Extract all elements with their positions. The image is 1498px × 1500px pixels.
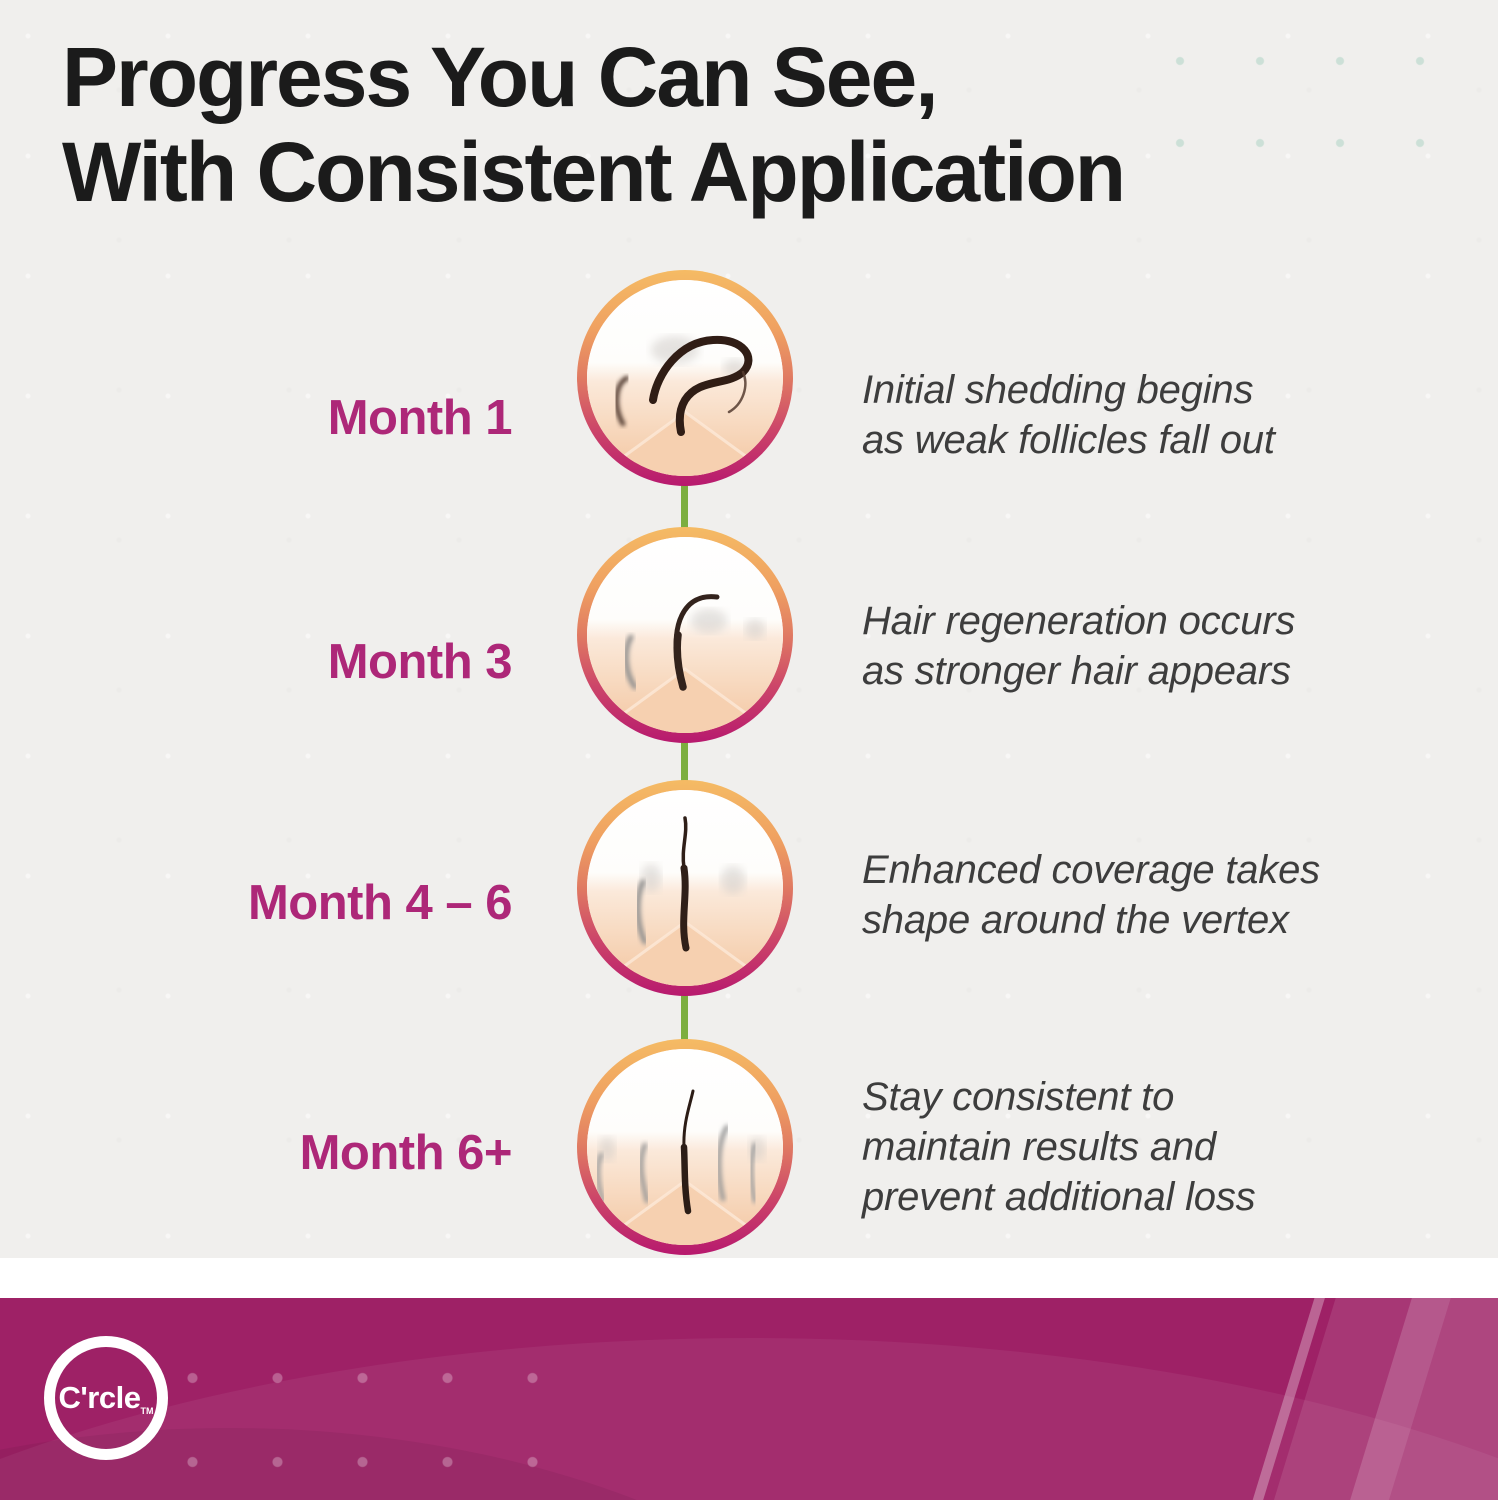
description-line: maintain results and [862,1125,1216,1169]
footer-white-strip [0,1258,1498,1298]
description-line: as weak follicles fall out [862,418,1275,462]
page-title-line2: With Consistent Application [62,125,1126,219]
description-line: prevent additional loss [862,1175,1256,1219]
thicker-hair-illustration [587,790,783,986]
footer-dot-grid [150,1336,590,1500]
brand-logo: C'rcleTM [44,1336,168,1460]
stage-circle-month-3 [577,527,793,743]
description-month-6plus: Stay consistent to maintain results and … [862,1072,1422,1222]
description-month-4-6: Enhanced coverage takes shape around the… [862,845,1422,945]
month-label-6plus: Month 6+ [299,1126,513,1180]
stage-circle-month-6plus [577,1039,793,1255]
description-line: Enhanced coverage takes [862,848,1320,892]
description-line: Hair regeneration occurs [862,599,1296,643]
multiple-hairs-illustration [587,1049,783,1245]
stage-circle-inner [587,280,783,476]
brand-name: C'rcle [58,1380,141,1415]
description-month-1: Initial shedding begins as weak follicle… [862,365,1422,465]
timeline-connector [681,382,688,1150]
stage-circle-inner [587,537,783,733]
month-label-4-6: Month 4 – 6 [247,876,513,930]
stage-circle-inner [587,790,783,986]
description-line: shape around the vertex [862,898,1289,942]
brand-logo-text: C'rcleTM [59,1380,154,1416]
description-month-3: Hair regeneration occurs as stronger hai… [862,596,1422,696]
brand-trademark: TM [140,1406,154,1416]
decorative-dot-grid [1140,20,1480,190]
footer-band: C'rcleTM [0,1298,1498,1500]
stage-circle-inner [587,1049,783,1245]
month-label-1: Month 1 [327,391,513,445]
page-title: Progress You Can See, With Consistent Ap… [62,30,1126,220]
description-line: Stay consistent to [862,1075,1175,1119]
description-line: Initial shedding begins [862,368,1254,412]
shedding-hair-illustration [587,280,783,476]
page-title-line1: Progress You Can See, [62,30,939,124]
month-label-3: Month 3 [327,635,513,689]
stage-circle-month-4-6 [577,780,793,996]
stage-circle-month-1 [577,270,793,486]
new-hair-illustration [587,537,783,733]
description-line: as stronger hair appears [862,649,1291,693]
